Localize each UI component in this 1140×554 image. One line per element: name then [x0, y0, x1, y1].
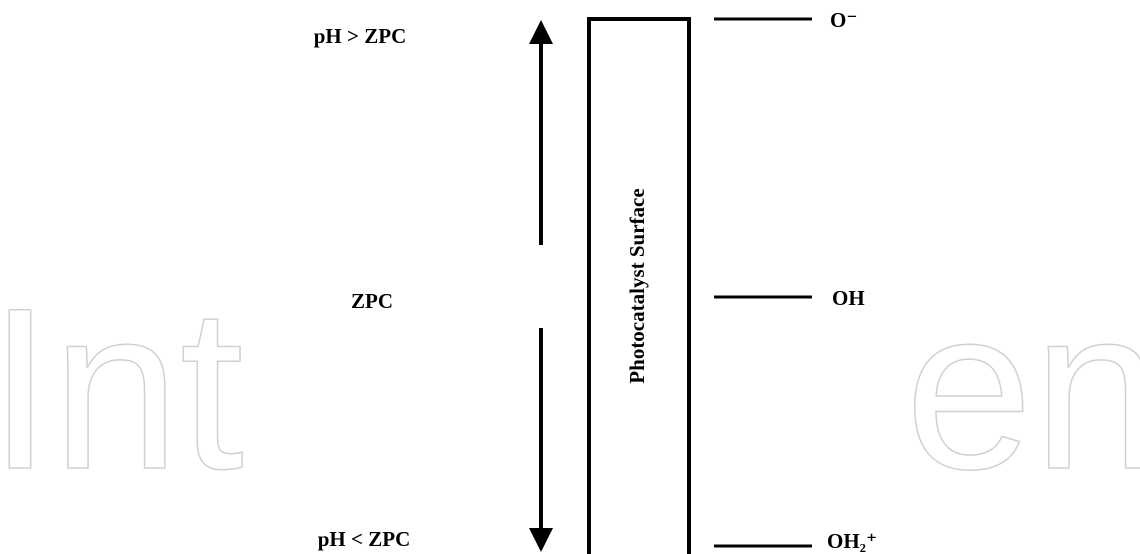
ph-label: ZPC [351, 289, 393, 313]
species-label: OH₂⁺ [827, 529, 877, 553]
species-label: O⁻ [830, 8, 857, 32]
watermark: en [905, 260, 1140, 517]
ph-label: pH < ZPC [318, 527, 410, 551]
ph-label: pH > ZPC [314, 24, 406, 48]
watermark: Int [0, 260, 244, 517]
surface-bonds [714, 17, 812, 548]
surface-label: Photocatalyst Surface [625, 188, 649, 383]
ph-arrow [529, 20, 553, 552]
surface-box [587, 17, 691, 554]
species-label: OH [832, 286, 865, 310]
